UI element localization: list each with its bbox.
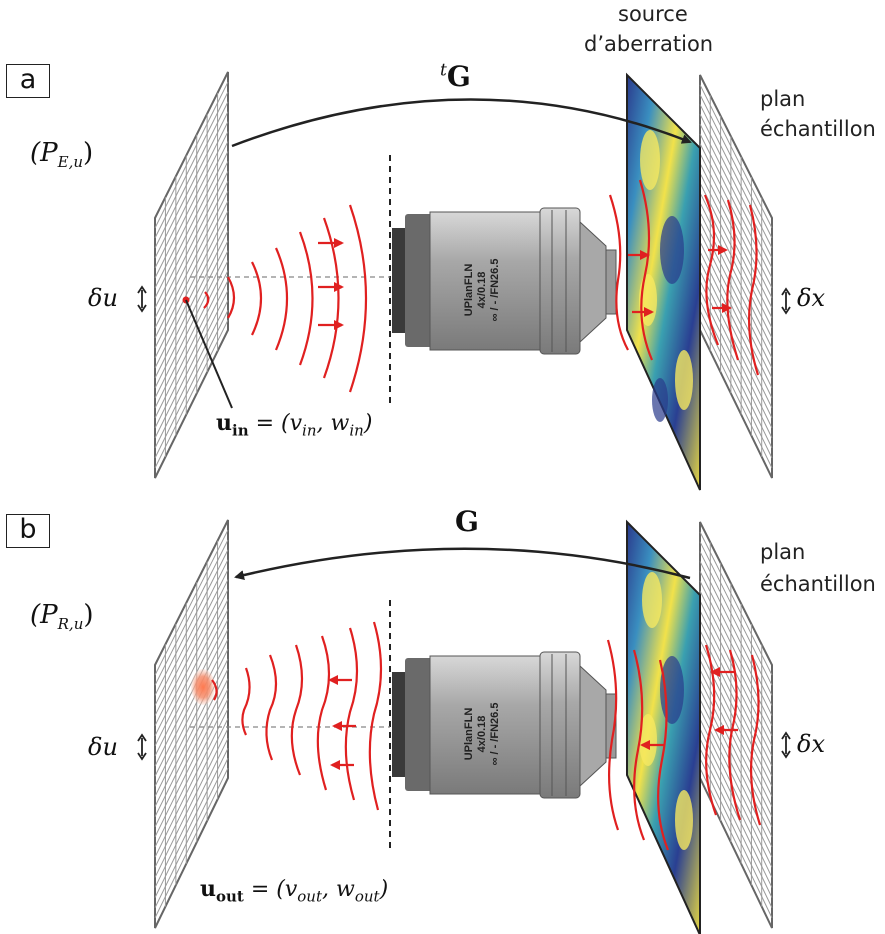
objective-fieldnumber-text: ∞ / - /FN26.5	[489, 259, 501, 322]
uout-vector: u	[200, 876, 216, 902]
sample-plane-label-a-line1: plan	[760, 87, 806, 111]
uout-v-sub: out	[297, 887, 323, 906]
objective-magnification-text: 4x/0.18	[476, 272, 488, 309]
propagation-arrow-tG	[231, 98, 692, 148]
sample-wavefronts-b	[606, 639, 762, 851]
aberrated-wavefronts-a	[608, 179, 760, 376]
operator-tG-letter: G	[446, 60, 471, 93]
delta-x-arrow-a	[781, 287, 791, 315]
objective-model-text: UPlanFLN	[463, 708, 475, 761]
source-label-line1: source	[618, 2, 688, 26]
spherical-wavefronts-a	[203, 204, 368, 393]
objective-magnification-text: 4x/0.18	[476, 716, 488, 753]
pupil-plane-label-b: (PR,u)	[30, 600, 94, 633]
plane-sub-b: R,u	[57, 615, 84, 634]
uin-eq: = (v	[248, 411, 303, 436]
uin-sub: in	[232, 421, 249, 440]
panel-label-b: b	[6, 514, 50, 548]
delta-x-label-b: δx	[797, 730, 825, 758]
objective-lens-a	[392, 207, 617, 355]
delta-u-label-a: δu	[88, 284, 118, 312]
plane-close-b: )	[83, 600, 94, 630]
delta-u-arrow-b	[137, 733, 147, 761]
aberration-phase-screen-a	[626, 72, 701, 491]
operator-G-letter: G	[455, 505, 479, 538]
delta-u-label-b: δu	[88, 733, 118, 761]
output-point-equation: uout = (vout, wout)	[200, 876, 388, 905]
delta-x-label-a: δx	[797, 284, 825, 312]
uin-vector: u	[216, 410, 232, 436]
uout-close: )	[379, 877, 389, 902]
returning-wavefronts-b	[211, 621, 383, 811]
uout-eq: = (v	[243, 877, 298, 902]
uout-sub: out	[216, 887, 244, 906]
pupil-plane-grid-b	[154, 519, 229, 929]
source-label-line2: d’aberration	[584, 32, 714, 56]
objective-engraving-a: UPlanFLN 4x/0.18 ∞ / - /FN26.5	[463, 259, 501, 322]
operator-tG: tG	[440, 60, 471, 93]
uin-w-sub: in	[349, 421, 364, 440]
objective-lens-b	[392, 651, 617, 799]
sample-plane-label-b-line2: échantillon	[760, 572, 876, 596]
plane-close-a: )	[83, 138, 94, 168]
plane-sub-a: E,u	[57, 153, 84, 172]
panel-label-a: a	[6, 64, 50, 98]
pupil-plane-label-a: (PE,u)	[30, 138, 93, 171]
objective-model-text: UPlanFLN	[463, 264, 475, 317]
objective-engraving-b: UPlanFLN 4x/0.18 ∞ / - /FN26.5	[463, 703, 501, 766]
objective-fieldnumber-text: ∞ / - /FN26.5	[489, 703, 501, 766]
aberration-phase-screen-b	[626, 519, 701, 934]
uin-close: )	[363, 411, 373, 436]
operator-G: G	[455, 505, 479, 538]
sample-plane-label-a-line2: échantillon	[760, 117, 876, 141]
uout-w-sub: out	[354, 887, 380, 906]
plane-symbol-b: (P	[30, 600, 58, 630]
uin-comma: , w	[316, 411, 350, 436]
plane-symbol-a: (P	[30, 138, 58, 168]
focal-spot-b	[191, 669, 215, 705]
delta-x-arrow-b	[781, 731, 791, 759]
input-point-equation: uin = (vin, win)	[216, 410, 372, 439]
delta-u-arrow-a	[137, 285, 147, 313]
sample-plane-grid-a	[699, 74, 773, 479]
uin-v-sub: in	[302, 421, 317, 440]
operator-transpose-prefix: t	[440, 60, 447, 81]
propagation-arrow-G	[234, 547, 691, 580]
uout-comma: , w	[322, 877, 355, 902]
point-pointer-a	[185, 299, 233, 409]
sample-plane-label-b-line1: plan	[760, 540, 806, 564]
